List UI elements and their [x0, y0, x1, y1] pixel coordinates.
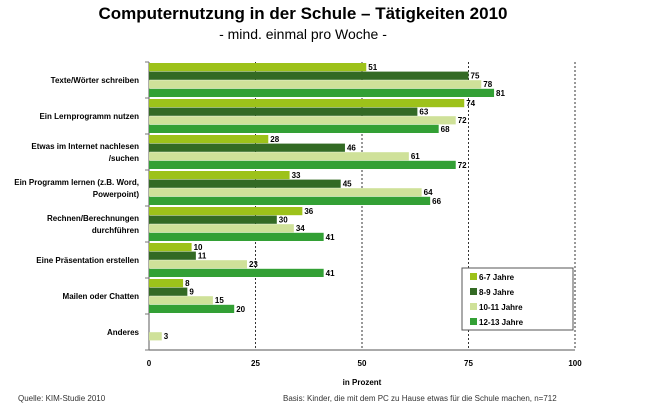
bar [149, 268, 324, 277]
category-label: Eine Präsentation erstellen [36, 256, 139, 265]
x-tick-label: 0 [147, 359, 152, 368]
legend-swatch [470, 273, 477, 280]
data-label: 68 [441, 125, 450, 134]
bar [149, 188, 422, 197]
data-label: 11 [198, 252, 207, 261]
data-label: 28 [270, 135, 279, 144]
data-label: 46 [347, 144, 356, 153]
category-label: durchführen [92, 226, 139, 235]
data-label: 61 [411, 152, 420, 161]
data-label: 74 [466, 99, 475, 108]
x-tick-label: 25 [251, 359, 260, 368]
bar [149, 243, 192, 252]
bar [149, 152, 409, 161]
bar [149, 160, 456, 169]
data-label: 81 [496, 89, 505, 98]
bar [149, 332, 162, 341]
bar [149, 279, 184, 288]
data-label: 66 [432, 197, 441, 206]
data-label: 33 [292, 171, 301, 180]
legend-swatch [470, 288, 477, 295]
data-label: 15 [215, 296, 224, 305]
bar [149, 207, 303, 216]
data-label: 51 [368, 63, 377, 72]
bar [149, 232, 324, 241]
bar [149, 107, 418, 116]
legend-label: 10-11 Jahre [479, 303, 523, 312]
data-label: 3 [164, 332, 169, 341]
category-label: Mailen oder Chatten [63, 292, 140, 301]
category-label: /suchen [109, 154, 139, 163]
data-label: 75 [471, 72, 480, 81]
data-label: 72 [458, 116, 467, 125]
category-label: Powerpoint) [93, 190, 140, 199]
data-label: 8 [185, 279, 190, 288]
x-tick-label: 75 [464, 359, 473, 368]
category-label: Ein Programm lernen (z.B. Word, [14, 178, 139, 187]
source-note: Quelle: KIM-Studie 2010 [18, 394, 106, 403]
x-tick-label: 100 [568, 359, 582, 368]
chart-subtitle: - mind. einmal pro Woche - [219, 26, 387, 42]
bar [149, 179, 341, 188]
bar [149, 287, 188, 296]
chart-title: Computernutzung in der Schule – Tätigkei… [98, 4, 507, 23]
bar [149, 171, 290, 180]
data-label: 45 [343, 180, 352, 189]
legend-label: 12-13 Jahre [479, 318, 524, 327]
bar [149, 304, 235, 313]
bar [149, 88, 495, 97]
category-label: Texte/Wörter schreiben [51, 76, 139, 85]
data-label: 64 [424, 188, 433, 197]
x-axis-label: in Prozent [343, 378, 382, 387]
data-label: 78 [483, 80, 492, 89]
data-label: 41 [326, 269, 335, 278]
bar [149, 135, 269, 144]
bar [149, 296, 213, 305]
legend-swatch [470, 303, 477, 310]
data-label: 23 [249, 260, 258, 269]
bar [149, 63, 367, 72]
legend-label: 8-9 Jahre [479, 288, 515, 297]
bar [149, 260, 247, 269]
data-label: 10 [194, 243, 203, 252]
bar [149, 251, 196, 260]
bar [149, 143, 345, 152]
bar [149, 124, 439, 133]
bar [149, 224, 294, 233]
legend-box [461, 267, 574, 331]
bar [149, 215, 277, 224]
data-label: 9 [189, 288, 194, 297]
category-label: Ein Lernprogramm nutzen [39, 112, 139, 121]
data-label: 36 [304, 207, 313, 216]
legend-swatch [470, 318, 477, 325]
category-label: Anderes [107, 328, 140, 337]
legend-label: 6-7 Jahre [479, 273, 515, 282]
data-label: 20 [236, 305, 245, 314]
bar [149, 80, 482, 89]
bar [149, 116, 456, 125]
bar [149, 71, 469, 80]
legend: 6-7 Jahre 8-9 Jahre 10-11 Jahre 12-13 Jahre [461, 267, 574, 331]
data-label: 34 [296, 224, 305, 233]
basis-note: Basis: Kinder, die mit dem PC zu Hause e… [283, 394, 557, 403]
data-label: 30 [279, 216, 288, 225]
data-label: 41 [326, 233, 335, 242]
x-tick-label: 50 [358, 359, 367, 368]
category-label: Rechnen/Berechnungen [47, 214, 139, 223]
bar [149, 99, 465, 108]
data-label: 63 [419, 108, 428, 117]
category-label: Etwas im Internet nachlesen [31, 142, 139, 151]
data-label: 72 [458, 161, 467, 170]
bar [149, 196, 431, 205]
